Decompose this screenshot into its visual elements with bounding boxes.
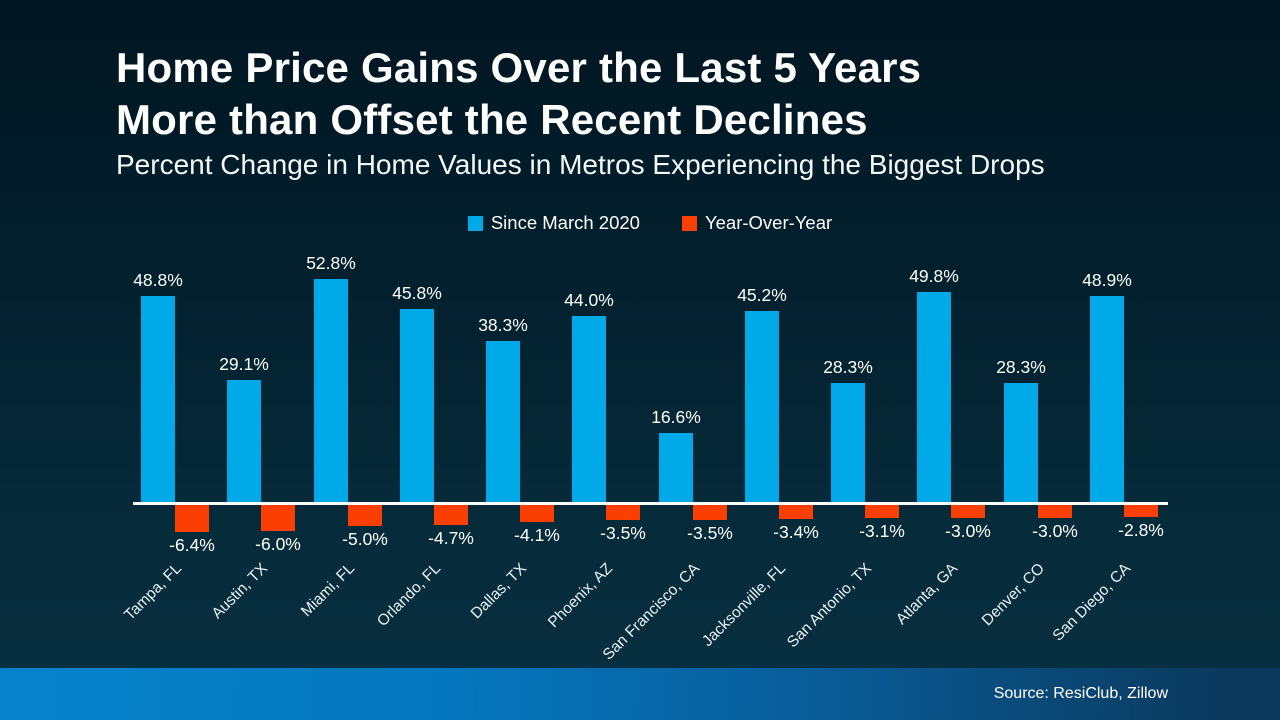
negative-bar — [348, 505, 382, 526]
negative-value-label: -3.4% — [773, 522, 819, 542]
page-title: Home Price Gains Over the Last 5 Years M… — [116, 42, 921, 146]
positive-bar — [572, 316, 606, 504]
positive-bar — [314, 279, 348, 504]
positive-value-label: 38.3% — [478, 315, 528, 335]
positive-bar — [1004, 383, 1038, 504]
page-subtitle: Percent Change in Home Values in Metros … — [116, 149, 1045, 180]
negative-bar — [606, 505, 640, 520]
positive-value-label: 28.3% — [996, 357, 1046, 377]
positive-value-label: 48.9% — [1082, 270, 1132, 290]
positive-value-label: 29.1% — [219, 354, 269, 374]
negative-bar — [865, 505, 899, 518]
positive-value-label: 49.8% — [909, 266, 959, 286]
footer-bar: Source: ResiClub, Zillow — [0, 668, 1280, 720]
negative-bar — [520, 505, 554, 522]
legend-swatch-blue-icon — [467, 215, 483, 231]
legend-label-since-march-2020: Since March 2020 — [490, 212, 640, 233]
negative-bar — [779, 505, 813, 519]
positive-bar — [831, 383, 865, 504]
negative-value-label: -4.7% — [428, 528, 474, 548]
negative-value-label: -3.5% — [600, 523, 646, 543]
negative-value-label: -3.0% — [945, 521, 991, 541]
positive-value-label: 28.3% — [823, 357, 873, 377]
negative-value-label: -5.0% — [342, 529, 388, 549]
legend-item-since-march-2020: Since March 2020 — [467, 212, 640, 234]
positive-bar — [917, 292, 951, 504]
negative-bar — [1124, 505, 1158, 517]
legend-swatch-orange-icon — [681, 215, 697, 231]
negative-bar — [261, 505, 295, 531]
negative-value-label: -2.8% — [1118, 520, 1164, 540]
source-text: Source: ResiClub, Zillow — [993, 685, 1168, 702]
positive-bar — [745, 311, 779, 504]
positive-bar — [486, 341, 520, 504]
positive-bar — [400, 309, 434, 504]
negative-value-label: -6.4% — [169, 535, 215, 555]
positive-value-label: 45.8% — [392, 283, 442, 303]
negative-value-label: -3.0% — [1032, 521, 1078, 541]
positive-bar — [141, 296, 175, 504]
page-title-line-1: Home Price Gains Over the Last 5 Years — [116, 44, 922, 91]
negative-bar — [951, 505, 985, 518]
positive-value-label: 45.2% — [737, 285, 787, 305]
positive-value-label: 44.0% — [564, 290, 614, 310]
page-title-line-2: More than Offset the Recent Declines — [116, 96, 868, 143]
negative-bar — [434, 505, 468, 525]
positive-value-label: 52.8% — [306, 253, 356, 273]
x-axis-baseline — [133, 502, 1168, 505]
negative-value-label: -4.1% — [514, 525, 560, 545]
negative-bar — [1038, 505, 1072, 518]
legend-label-year-over-year: Year-Over-Year — [704, 212, 833, 233]
negative-value-label: -3.1% — [859, 521, 905, 541]
chart-legend: Since March 2020 Year-Over-Year — [10, 212, 1280, 234]
negative-value-label: -3.5% — [687, 523, 733, 543]
negative-bar — [693, 505, 727, 520]
positive-value-label: 48.8% — [133, 270, 183, 290]
positive-bar — [1090, 296, 1124, 504]
negative-value-label: -6.0% — [255, 534, 301, 554]
positive-bar — [659, 433, 693, 504]
negative-bar — [175, 505, 209, 532]
positive-value-label: 16.6% — [651, 407, 701, 427]
legend-item-year-over-year: Year-Over-Year — [681, 212, 833, 234]
positive-bar — [227, 380, 261, 504]
